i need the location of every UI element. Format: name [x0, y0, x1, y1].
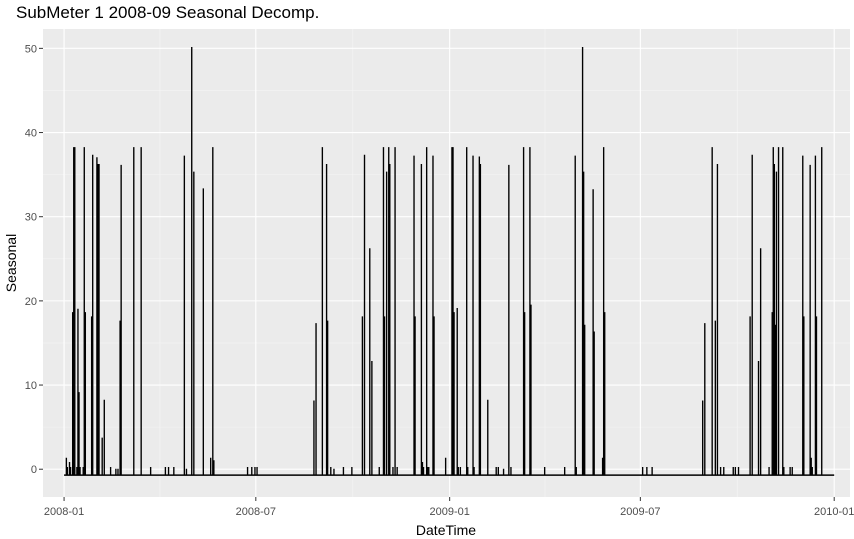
x-tick-label: 2009-07: [620, 506, 660, 518]
x-tick-label: 2010-01: [814, 506, 854, 518]
y-tick-label: 40: [25, 128, 37, 140]
x-tick-label: 2008-07: [236, 506, 276, 518]
y-tick-label: 30: [25, 212, 37, 224]
x-axis: 2008-01 2008-07 2009-01 2009-07 2010-01: [44, 497, 854, 518]
chart-title: SubMeter 1 2008-09 Seasonal Decomp.: [16, 3, 320, 22]
plot-panel: [43, 29, 850, 497]
x-axis-title: DateTime: [416, 522, 476, 538]
x-tick-label: 2008-01: [44, 506, 84, 518]
y-tick-label: 0: [31, 464, 37, 476]
y-axis-title: Seasonal: [3, 234, 19, 292]
y-tick-label: 50: [25, 43, 37, 55]
y-axis: 0 10 20 30 40 50: [25, 43, 43, 476]
y-tick-label: 10: [25, 380, 37, 392]
y-tick-label: 20: [25, 296, 37, 308]
seasonal-series: [64, 47, 835, 476]
x-tick-label: 2009-01: [429, 506, 469, 518]
